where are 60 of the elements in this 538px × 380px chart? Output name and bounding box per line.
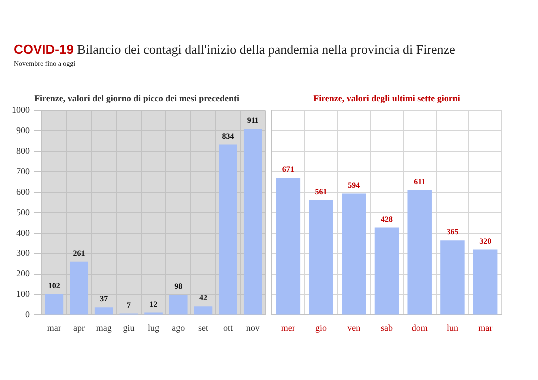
data-label: 98 (174, 282, 183, 292)
data-label: 365 (446, 228, 459, 237)
x-tick-label: mar (47, 322, 62, 333)
x-tick-label: sab (381, 322, 394, 333)
data-label: 7 (126, 300, 131, 310)
bar (194, 306, 213, 315)
data-label: 594 (348, 180, 360, 190)
y-tick-label: 100 (16, 289, 30, 300)
x-tick-label: ago (172, 322, 186, 333)
y-tick-label: 1000 (12, 105, 30, 116)
bar (374, 228, 400, 315)
x-tick-label: ott (224, 322, 234, 333)
data-label: 37 (100, 294, 108, 304)
bar (70, 262, 88, 315)
y-tick-label: 800 (16, 146, 30, 156)
bar (244, 128, 262, 315)
bar (94, 308, 114, 315)
x-tick-label: apr (74, 322, 86, 333)
bar (473, 250, 498, 315)
x-tick-label: nov (246, 322, 260, 333)
x-tick-label: set (198, 322, 209, 333)
data-label: 102 (48, 281, 60, 290)
data-label: 42 (199, 294, 208, 303)
data-label: 611 (414, 177, 426, 186)
y-tick-label: 300 (16, 248, 30, 258)
x-tick-label: ven (348, 322, 362, 333)
x-tick-label: mag (96, 322, 112, 333)
x-tick-label: giu (123, 322, 136, 333)
x-tick-label: gio (316, 322, 328, 333)
x-tick-label: lug (148, 322, 160, 333)
y-tick-label: 500 (16, 207, 30, 218)
y-tick-label: 900 (16, 126, 30, 136)
bar (309, 200, 334, 315)
x-tick-label: mar (478, 322, 493, 333)
x-tick-label: mer (281, 322, 296, 333)
data-label: 911 (247, 116, 259, 126)
y-tick-label: 600 (16, 186, 30, 197)
bar (440, 240, 465, 315)
y-tick-label: 400 (16, 228, 30, 238)
text: COVID-19 Bilancio dei contagi dall'inizio della pandemia nella provincia di Firenze (14, 42, 456, 58)
y-tick-label: 700 (16, 166, 30, 176)
bar (169, 295, 188, 315)
chart-title: Firenze, valori degli ultimi sette giorni (314, 94, 461, 104)
y-tick-label: 200 (16, 268, 30, 279)
bar (276, 178, 301, 315)
chart-title: Firenze, valori del giorno di picco dei mesi precedenti (34, 94, 240, 104)
bar (219, 144, 238, 315)
y-tick-label: 0 (26, 310, 30, 320)
x-tick-label: dom (412, 322, 428, 333)
data-label: 320 (480, 236, 492, 246)
data-label: 834 (222, 132, 234, 141)
data-label: 428 (381, 214, 393, 224)
bar (408, 190, 432, 315)
data-label: 561 (315, 188, 328, 197)
x-tick-label: lun (446, 322, 459, 333)
bar (342, 194, 366, 315)
data-label: 261 (73, 248, 86, 258)
data-label: 671 (282, 165, 294, 174)
data-label: 12 (150, 300, 158, 309)
bar (45, 294, 64, 315)
